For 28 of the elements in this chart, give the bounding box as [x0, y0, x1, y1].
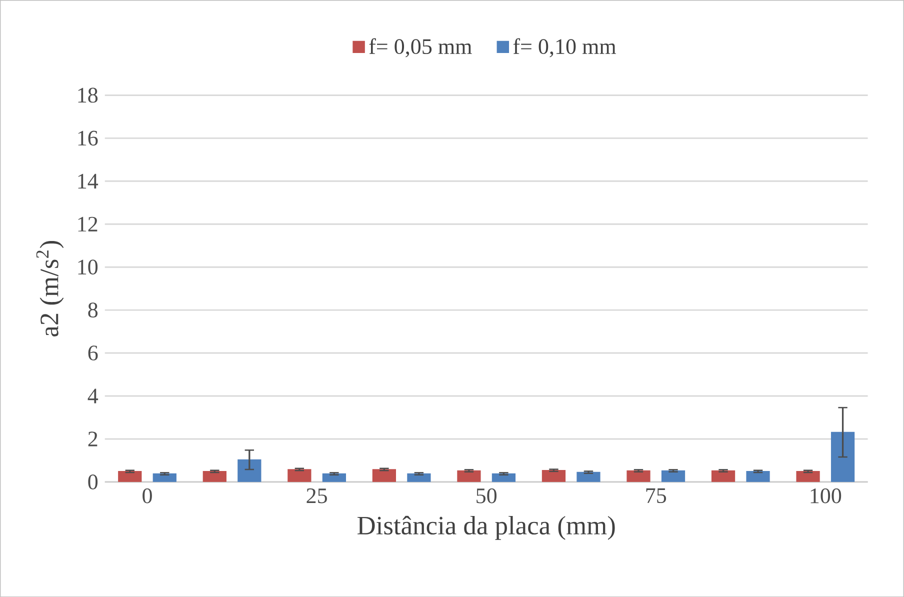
x-tick-label: 25: [306, 488, 327, 504]
bar: [542, 470, 566, 482]
x-axis-title: Distância da placa (mm): [357, 516, 615, 540]
y-tick-label: 16: [78, 130, 98, 146]
y-tick-label: 12: [78, 216, 98, 232]
x-tick-label: 100: [810, 488, 842, 504]
legend-label: f= 0,05 mm: [369, 38, 472, 58]
bar: [457, 470, 481, 482]
bar: [202, 470, 226, 482]
y-tick-label: 6: [88, 345, 98, 360]
y-tick-label: 2: [88, 432, 98, 446]
bar: [626, 470, 650, 482]
legend-label: f= 0,10 mm: [513, 38, 616, 58]
x-tick-label: 0: [142, 488, 152, 504]
y-axis-title: a2 (m/s$^{2}$): [36, 240, 64, 336]
y-tick-label: 14: [78, 174, 98, 188]
y-tick-label: 18: [78, 88, 98, 103]
y-tick-label: 8: [88, 302, 98, 318]
x-tick-label: 50: [476, 488, 497, 504]
y-tick-label: 10: [78, 260, 98, 274]
bar: [118, 470, 142, 482]
bar: [796, 470, 820, 482]
x-tick-label: 75: [646, 488, 666, 503]
bar: [288, 468, 312, 482]
y-tick-label: 4: [88, 388, 98, 404]
bar: [711, 470, 736, 482]
bar: [372, 468, 396, 482]
y-tick-label: 0: [88, 474, 98, 490]
